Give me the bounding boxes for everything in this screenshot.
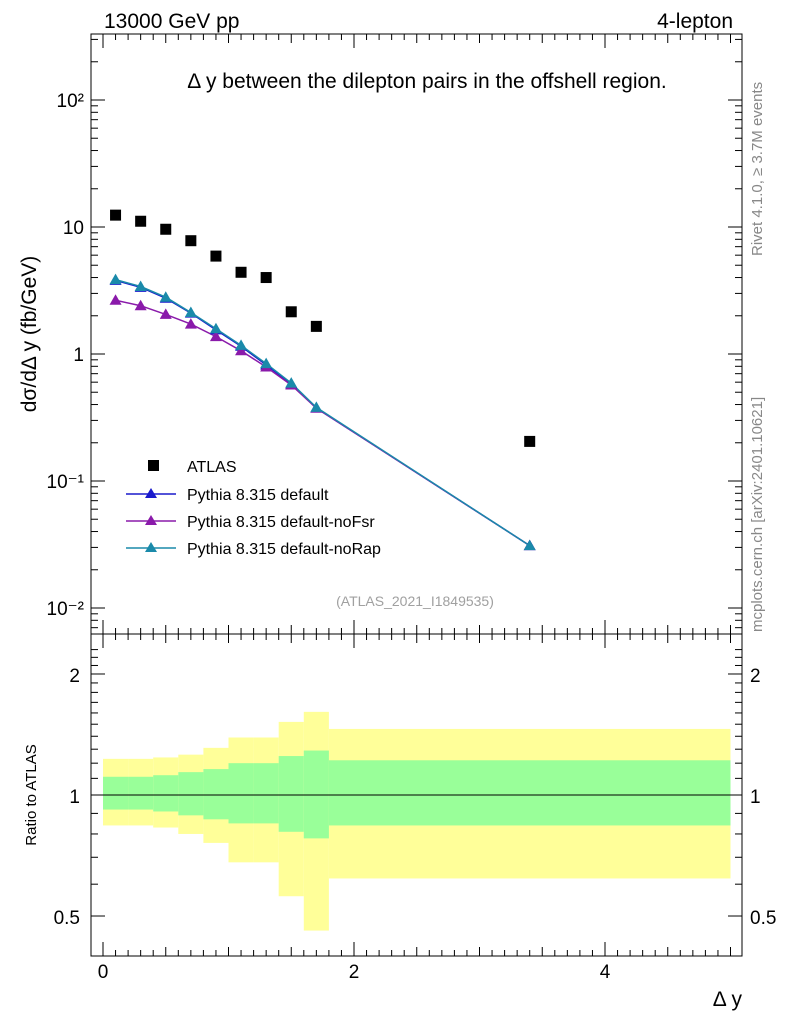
y-tick-label: 10² [57, 91, 84, 112]
uncertainty-band [228, 763, 254, 824]
legend-marker-nofsr [145, 515, 157, 525]
uncertainty-band [203, 769, 229, 820]
x-tick-label: 0 [98, 962, 109, 983]
mcplots-label: mcplots.cern.ch [arXiv:2401.10621] [749, 397, 766, 632]
uncertainty-band [178, 772, 204, 816]
uncertainty-band [128, 776, 154, 810]
data-point-atlas [260, 272, 272, 284]
data-point-mc [209, 322, 222, 334]
legend-marker-atlas [148, 460, 159, 471]
ratio-ylabel: Ratio to ATLAS [23, 744, 40, 845]
data-point-mc [310, 401, 323, 412]
ratio-y-tick-label-right: 1 [750, 787, 761, 808]
ratio-bands [103, 711, 731, 931]
uncertainty-band [278, 756, 304, 832]
data-point-atlas [524, 435, 536, 447]
legend: ATLAS Pythia 8.315 default Pythia 8.315 … [126, 459, 381, 558]
main-series [109, 209, 536, 551]
main-title: Δ y between the dilepton pairs in the of… [187, 70, 666, 93]
legend-label-nofsr: Pythia 8.315 default-noFsr [187, 514, 375, 531]
data-point-mc [134, 280, 147, 292]
y-tick-label: 10⁻¹ [47, 472, 85, 493]
ratio-y-tick-label-left: 2 [69, 666, 80, 687]
x-tick-label: 4 [600, 962, 611, 983]
ratio-y-tick-label-left: 1 [69, 787, 80, 808]
data-point-atlas [110, 209, 122, 221]
series-line [115, 299, 531, 547]
data-point-atlas [210, 250, 222, 262]
data-point-mc [109, 294, 122, 305]
uncertainty-band [103, 776, 129, 810]
data-point-mc [134, 299, 147, 311]
data-point-mc [159, 291, 172, 302]
ratio-y-tick-label-right: 0.5 [750, 908, 776, 929]
legend-label-atlas: ATLAS [187, 459, 237, 476]
header-right: 4-lepton [657, 10, 733, 33]
legend-marker-norap [145, 542, 157, 552]
data-point-mc [184, 318, 197, 329]
main-panel: Δ y between the dilepton pairs in the of… [18, 33, 743, 635]
data-point-atlas [185, 235, 197, 247]
data-point-mc [209, 330, 222, 342]
legend-marker-default [145, 488, 157, 498]
uncertainty-band [303, 750, 329, 839]
data-point-atlas [235, 266, 247, 278]
header-left: 13000 GeV pp [104, 10, 239, 33]
y-tick-label: 1 [73, 345, 84, 366]
data-point-mc [109, 273, 122, 285]
data-point-mc [260, 357, 273, 369]
data-point-mc [184, 306, 197, 318]
ratio-xlabel: Δ y [713, 988, 743, 1011]
y-tick-label: 10⁻² [47, 599, 85, 620]
uncertainty-band [153, 775, 179, 812]
data-point-mc [285, 377, 298, 388]
main-y-tick-labels: 10⁻² 10⁻¹ 1 10 10² [47, 91, 85, 620]
analysis-tag: (ATLAS_2021_I1849535) [336, 593, 494, 609]
data-point-mc [159, 308, 172, 319]
data-point-mc [235, 344, 248, 356]
uncertainty-band [253, 763, 279, 824]
ratio-y-tick-label-right: 2 [750, 666, 761, 687]
ratio-panel: Ratio to ATLAS Δ y 0.5 1 2 0.5 1 2 0 2 4 [23, 633, 777, 1011]
data-point-mc [235, 339, 248, 350]
legend-label-default: Pythia 8.315 default [187, 487, 329, 504]
main-ylabel: dσ/dΔ y (fb/GeV) [18, 256, 41, 413]
ratio-x-tick-labels: 0 2 4 [98, 962, 611, 983]
legend-label-norap: Pythia 8.315 default-noRap [187, 541, 381, 558]
main-axis-ticks [91, 34, 742, 634]
x-tick-label: 2 [349, 962, 360, 983]
data-point-atlas [285, 306, 297, 318]
data-point-mc [523, 539, 536, 551]
ratio-y-tick-label-left: 0.5 [54, 908, 80, 929]
y-tick-label: 10 [63, 218, 84, 239]
uncertainty-band [328, 760, 731, 826]
ratio-axis-ticks [91, 634, 742, 956]
series-line [115, 278, 531, 547]
ratio-y-tick-labels: 0.5 1 2 0.5 1 2 [54, 666, 777, 929]
data-point-atlas [310, 320, 322, 332]
rivet-label: Rivet 4.1.0, ≥ 3.7M events [749, 82, 766, 256]
data-point-atlas [160, 223, 172, 235]
data-point-atlas [135, 215, 147, 227]
